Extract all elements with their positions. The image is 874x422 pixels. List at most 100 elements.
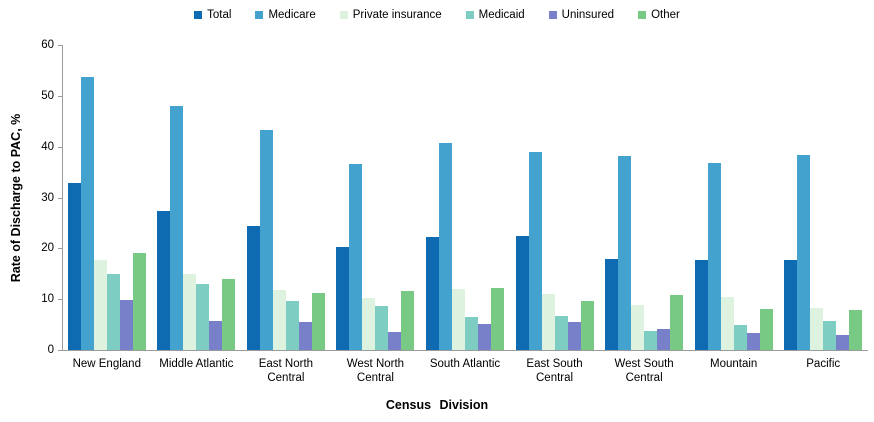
bar xyxy=(298,322,312,350)
bar-group xyxy=(778,45,868,350)
legend-label: Private insurance xyxy=(352,9,442,21)
bar xyxy=(707,163,721,350)
bar xyxy=(375,306,389,350)
y-tick-label: 30 xyxy=(41,191,54,204)
bar xyxy=(119,300,133,350)
bar-group xyxy=(62,45,152,350)
y-tick-mark xyxy=(58,146,62,148)
bar xyxy=(196,284,210,350)
bar xyxy=(733,324,747,350)
legend-item: Private insurance xyxy=(339,9,442,21)
bar xyxy=(657,328,671,350)
bar xyxy=(80,77,94,350)
legend-item: Uninsured xyxy=(548,9,614,21)
bar xyxy=(849,309,863,350)
legend-swatch-icon xyxy=(255,11,264,19)
legend-label: Medicare xyxy=(268,9,316,21)
x-category-label: South Atlantic xyxy=(429,358,501,370)
bar-group xyxy=(420,45,510,350)
bar xyxy=(170,105,184,350)
bar xyxy=(311,292,325,350)
bar xyxy=(438,142,452,350)
bar xyxy=(425,236,439,350)
y-tick-label: 60 xyxy=(41,39,54,51)
bar xyxy=(132,252,146,350)
bar xyxy=(515,236,529,350)
bar xyxy=(836,335,850,350)
x-category-label: East North Central xyxy=(258,358,314,384)
x-axis-line xyxy=(58,350,868,351)
legend-label: Other xyxy=(651,9,680,21)
bar xyxy=(451,289,465,350)
bar xyxy=(720,297,734,350)
legend-swatch-icon xyxy=(194,11,203,19)
bar xyxy=(541,294,555,350)
y-axis-line xyxy=(62,45,63,351)
legend-label: Total xyxy=(207,9,232,21)
bar xyxy=(183,273,197,350)
bar xyxy=(222,278,236,350)
bar-group xyxy=(152,45,242,350)
legend-swatch-icon xyxy=(548,11,557,19)
bar xyxy=(810,308,824,350)
y-tick-label: 10 xyxy=(41,293,54,306)
legend-label: Medicaid xyxy=(478,9,525,21)
bar xyxy=(490,287,504,350)
bar xyxy=(209,321,223,350)
legend-swatch-icon xyxy=(638,11,647,19)
bar xyxy=(285,300,299,350)
bar xyxy=(797,154,811,350)
legend-item: Other xyxy=(638,9,680,21)
bar xyxy=(618,155,632,350)
bar xyxy=(464,317,478,350)
y-tick-label: 20 xyxy=(41,242,54,255)
legend-item: Medicaid xyxy=(465,9,525,21)
bar xyxy=(631,305,645,350)
legend-swatch-icon xyxy=(465,11,474,19)
legend-item: Medicare xyxy=(255,9,316,21)
bar xyxy=(784,260,798,350)
y-tick-mark xyxy=(58,95,62,97)
x-category-label: West South Central xyxy=(614,358,674,384)
chart-legend: Total Medicare Private insurance Medicaid Un… xyxy=(0,9,874,21)
bar xyxy=(746,333,760,350)
bar xyxy=(272,290,286,350)
y-tick-mark xyxy=(58,299,62,301)
bar xyxy=(106,273,120,350)
bar xyxy=(759,308,773,350)
bar xyxy=(670,295,684,350)
y-tick-label: 50 xyxy=(41,89,54,102)
y-tick-mark xyxy=(58,350,62,351)
plot-area xyxy=(62,45,868,350)
bar-group xyxy=(331,45,421,350)
bar xyxy=(349,164,363,350)
x-category-label: Pacific xyxy=(806,358,841,370)
legend-swatch-icon xyxy=(339,11,348,19)
x-category-label: Mountain xyxy=(709,358,758,370)
bar xyxy=(605,259,619,350)
bar xyxy=(823,320,837,350)
bar-group xyxy=(241,45,331,350)
y-tick-mark xyxy=(58,248,62,250)
y-tick-mark xyxy=(58,197,62,199)
bar xyxy=(567,321,581,350)
bar-group xyxy=(689,45,779,350)
bar xyxy=(93,259,107,350)
bar xyxy=(401,291,415,350)
bar xyxy=(362,298,376,350)
y-tick-label: 0 xyxy=(47,344,54,356)
x-category-label: New England xyxy=(72,358,141,370)
bar-group xyxy=(599,45,689,350)
bar xyxy=(554,315,568,350)
y-tick-mark xyxy=(58,45,62,46)
bar xyxy=(336,247,350,350)
bar xyxy=(388,332,402,350)
bar xyxy=(246,225,260,350)
bar xyxy=(528,151,542,350)
x-category-label: West North Central xyxy=(346,358,405,384)
bar xyxy=(644,331,658,350)
x-axis-title: Census Division xyxy=(385,398,489,412)
y-tick-label: 40 xyxy=(41,140,54,153)
bar xyxy=(67,182,81,350)
